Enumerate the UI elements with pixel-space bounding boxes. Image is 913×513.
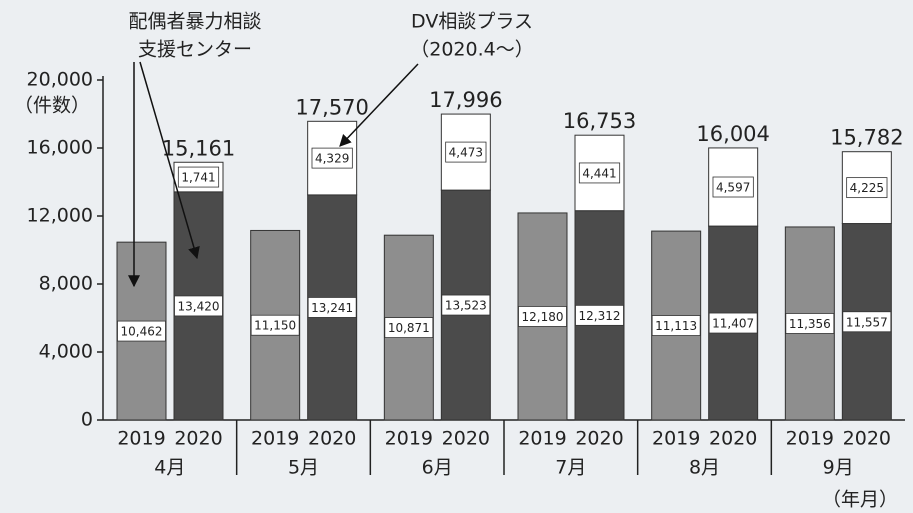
arrow (339, 63, 419, 147)
value-label-box (445, 141, 487, 163)
value-label: 13,241 (311, 301, 353, 315)
value-label-box (846, 177, 888, 199)
value-label-box (651, 315, 701, 336)
value-label-box (177, 166, 220, 188)
y-axis-label: （件数） (14, 95, 90, 117)
value-label-box (117, 320, 166, 342)
total-label: 17,570 (295, 95, 368, 119)
y-tick-label: 12,000 (27, 205, 93, 227)
value-label: 13,523 (445, 299, 487, 313)
value-label-box (311, 147, 353, 169)
value-label: 4,473 (449, 146, 483, 160)
value-label: 13,420 (178, 299, 220, 313)
value-label: 10,871 (388, 321, 430, 335)
value-label: 11,356 (789, 317, 831, 331)
x-sub-label: 2020 (308, 428, 356, 450)
x-tick-label: 8月 (689, 457, 720, 479)
x-sub-label: 2019 (786, 428, 834, 450)
value-label-box (518, 306, 567, 327)
x-sub-label: 2019 (652, 428, 700, 450)
value-label: 4,329 (315, 152, 349, 166)
value-label-box (785, 313, 835, 334)
value-label-box (307, 297, 357, 318)
value-label-box (712, 176, 754, 198)
value-label-box (575, 304, 624, 326)
annotation: 支援センター (138, 39, 252, 61)
x-sub-label: 2020 (575, 428, 623, 450)
total-label: 15,782 (830, 126, 903, 150)
y-tick-label: 0 (81, 409, 93, 431)
x-sub-label: 2020 (174, 428, 222, 450)
annotation: 配偶者暴力相談 (128, 11, 261, 33)
annotation: （2020.4～） (410, 39, 533, 61)
value-label: 11,557 (846, 315, 888, 329)
annotation: DV相談プラス (411, 11, 533, 33)
y-tick-label: 4,000 (39, 341, 93, 363)
y-tick-label: 16,000 (27, 137, 93, 159)
value-label: 4,225 (850, 181, 884, 195)
y-tick-label: 8,000 (39, 273, 93, 295)
x-tick-label: 7月 (555, 457, 586, 479)
x-tick-label: 5月 (288, 457, 319, 479)
arrow (139, 61, 200, 260)
x-sub-label: 2020 (843, 428, 891, 450)
total-label: 15,161 (162, 136, 235, 160)
x-tick-label: 6月 (422, 457, 453, 479)
x-sub-label: 2020 (442, 428, 490, 450)
value-label: 1,741 (181, 171, 215, 185)
x-sub-label: 2020 (709, 428, 757, 450)
arrows (128, 61, 419, 288)
value-label: 10,462 (121, 325, 163, 339)
value-label-box (708, 312, 758, 334)
value-label: 11,407 (712, 317, 754, 331)
value-label-box (441, 294, 491, 316)
y-tick-label: 20,000 (27, 69, 93, 91)
x-tick-label: 4月 (154, 457, 185, 479)
x-tick-label: 9月 (823, 457, 854, 479)
value-label: 11,113 (655, 319, 697, 333)
x-sub-label: 2019 (117, 428, 165, 450)
value-label-box (842, 311, 892, 333)
total-label: 17,996 (429, 88, 502, 112)
value-label-box (250, 314, 300, 336)
value-label: 4,597 (716, 181, 750, 195)
x-sub-label: 2019 (251, 428, 299, 450)
value-label-box (384, 317, 434, 338)
x-sub-label: 2019 (518, 428, 566, 450)
value-label: 12,312 (579, 309, 621, 323)
value-label: 11,150 (254, 319, 296, 333)
x-axis-label: （年月） (822, 489, 898, 511)
value-label: 4,441 (582, 166, 616, 180)
x-sub-label: 2019 (385, 428, 433, 450)
total-label: 16,753 (563, 109, 636, 133)
total-label: 16,004 (696, 122, 769, 146)
value-label-box (578, 162, 621, 184)
value-label-box (174, 295, 223, 317)
value-label: 12,180 (522, 310, 564, 324)
